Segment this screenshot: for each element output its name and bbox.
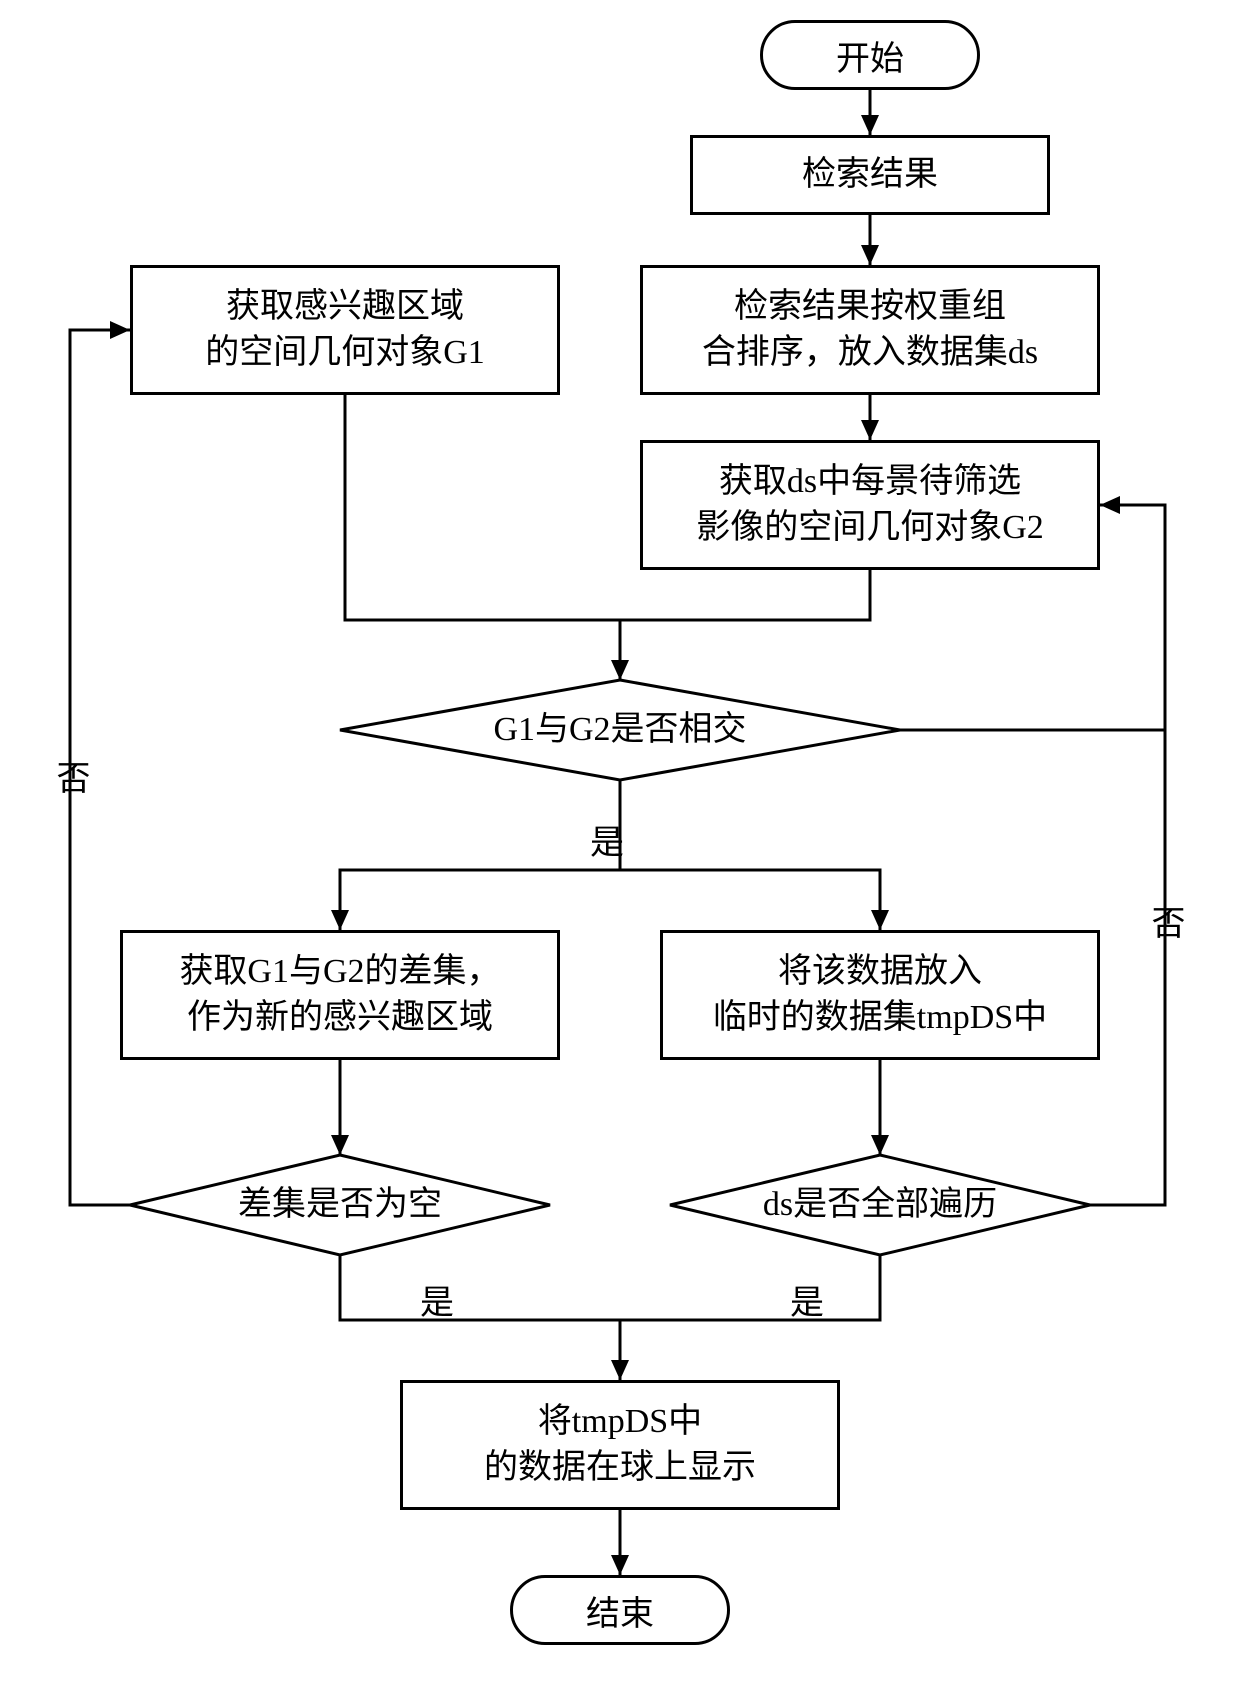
node-n4: 获取感兴趣区域的空间几何对象G1 xyxy=(130,265,560,395)
edge-label: 是 xyxy=(790,1275,824,1324)
node-n3: 获取ds中每景待筛选影像的空间几何对象G2 xyxy=(640,440,1100,570)
node-start: 开始 xyxy=(760,20,980,90)
node-n2: 检索结果按权重组合排序，放入数据集ds xyxy=(640,265,1100,395)
node-label: 检索结果按权重组合排序，放入数据集ds xyxy=(702,284,1038,376)
node-label: 差集是否为空 xyxy=(238,1185,442,1226)
node-end: 结束 xyxy=(510,1575,730,1645)
node-label: ds是否全部遍历 xyxy=(763,1185,997,1226)
node-d2: 差集是否为空 xyxy=(130,1155,550,1255)
node-n7: 将tmpDS中的数据在球上显示 xyxy=(400,1380,840,1510)
node-label: 开始 xyxy=(836,31,904,80)
node-label: 将该数据放入临时的数据集tmpDS中 xyxy=(713,949,1047,1041)
node-n5: 获取G1与G2的差集，作为新的感兴趣区域 xyxy=(120,930,560,1060)
node-d1: G1与G2是否相交 xyxy=(340,680,900,780)
node-label: 检索结果 xyxy=(802,152,938,198)
node-label: 将tmpDS中的数据在球上显示 xyxy=(484,1399,756,1491)
node-label: 获取G1与G2的差集，作为新的感兴趣区域 xyxy=(179,949,500,1041)
node-label: 结束 xyxy=(586,1586,654,1635)
node-n1: 检索结果 xyxy=(690,135,1050,215)
edge-label: 是 xyxy=(420,1275,454,1324)
flowchart-canvas: 开始检索结果检索结果按权重组合排序，放入数据集ds 获取ds中每景待筛选影像的空间… xyxy=(0,0,1240,1696)
node-d3: ds是否全部遍历 xyxy=(670,1155,1090,1255)
node-n6: 将该数据放入临时的数据集tmpDS中 xyxy=(660,930,1100,1060)
edge-label: 否 xyxy=(45,760,94,794)
node-label: 获取感兴趣区域的空间几何对象G1 xyxy=(205,284,485,376)
edge-label: 是 xyxy=(590,815,624,864)
edge-label: 否 xyxy=(1140,905,1189,939)
node-label: 获取ds中每景待筛选影像的空间几何对象G2 xyxy=(696,459,1044,551)
node-label: G1与G2是否相交 xyxy=(493,710,746,751)
